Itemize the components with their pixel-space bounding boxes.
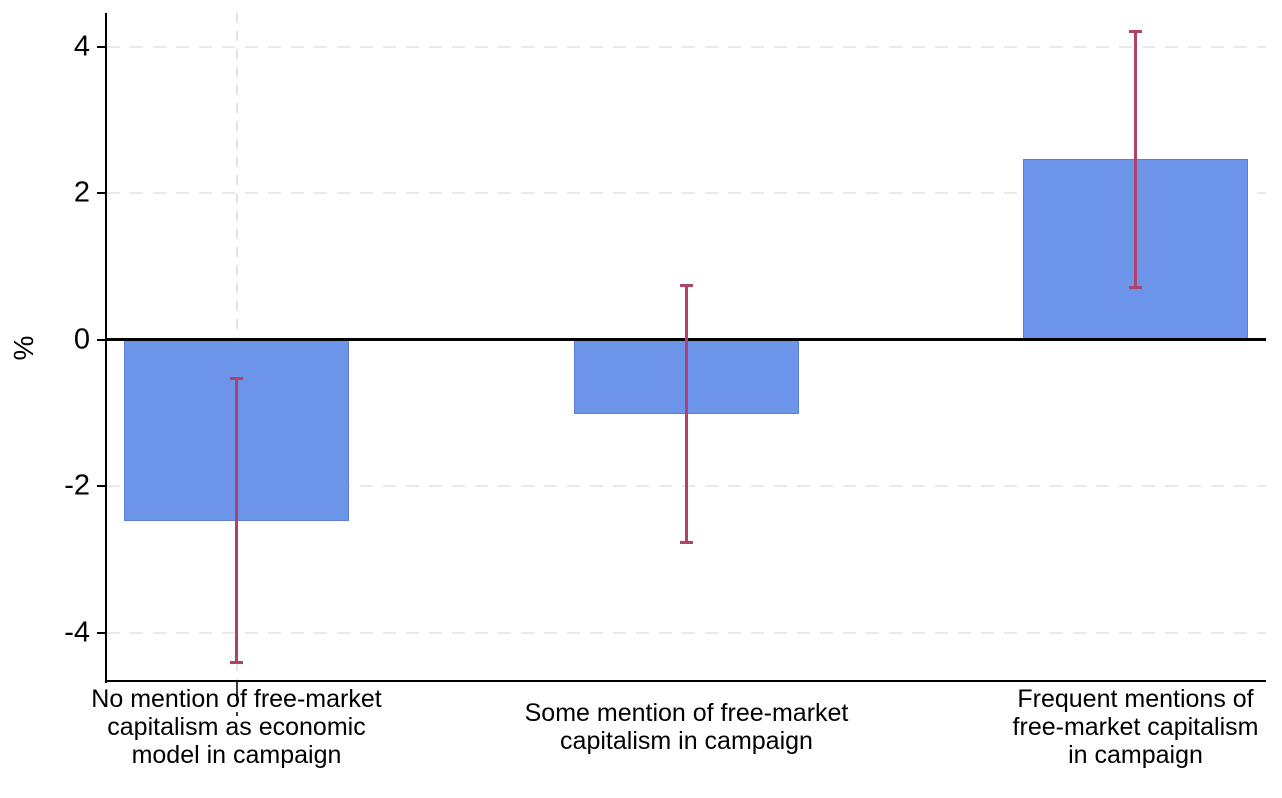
y-axis-tick [97,631,105,634]
error-bar-line [685,285,688,543]
error-bar-cap-bottom [230,660,243,664]
error-bar-cap-bottom [680,540,693,544]
x-category-label: No mention of free-market capitalism as … [91,685,382,769]
y-tick-label: 0 [73,323,90,356]
y-axis-tick [97,192,105,195]
y-tick-label: -4 [64,616,90,649]
error-bar-line [1134,30,1137,289]
y-tick-label: 2 [73,176,90,209]
error-bar-cap-top [680,284,693,288]
error-bar-line [235,377,238,663]
y-tick-label: 4 [73,30,90,63]
y-axis-line [105,13,107,683]
error-bar-cap-top [230,376,243,380]
x-axis-line [105,680,1266,682]
horizontal-gridline [107,192,1266,195]
y-axis-tick [97,45,105,48]
horizontal-gridline [107,631,1266,634]
y-axis-tick [97,338,105,341]
x-axis-tick-dash [235,712,238,716]
y-tick-label: -2 [64,469,90,502]
error-bar-cap-bottom [1129,286,1142,290]
horizontal-gridline [107,45,1266,48]
y-axis-tick [97,485,105,488]
x-category-label: Some mention of free-market capitalism i… [524,699,849,755]
x-axis-tick [235,682,238,701]
error-bar-cap-top [1129,29,1142,33]
x-category-label: Frequent mentions of free-market capital… [1012,685,1259,769]
